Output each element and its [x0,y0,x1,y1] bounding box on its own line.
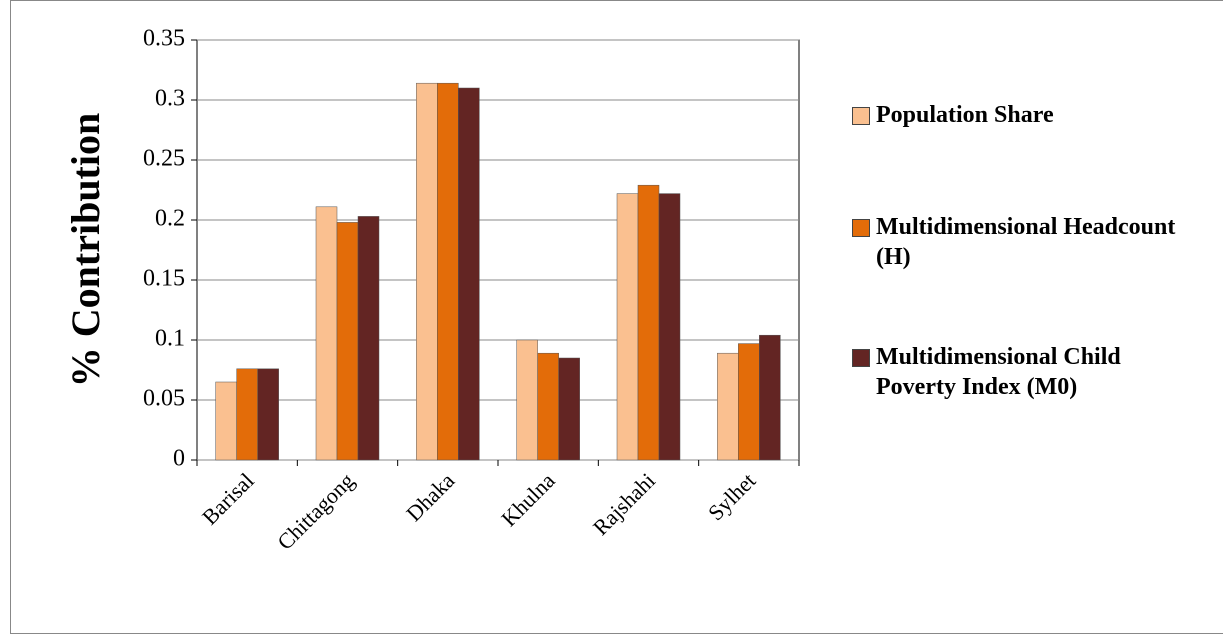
bar [637,184,660,461]
legend-swatch [852,107,870,125]
bar [658,193,681,461]
x-tick-label: Khulna [496,468,560,532]
bar [315,206,338,461]
bar [616,193,639,461]
legend-label: Population Share [876,102,1054,128]
y-tick-label: 0.15 [143,266,185,292]
bar [516,339,538,461]
y-tick-label: 0 [173,446,185,472]
x-tick-label: Sylhet [703,468,760,525]
y-tick-label: 0.05 [143,386,185,412]
bar [336,222,359,461]
legend-swatch [852,219,870,237]
plot-area [196,39,800,461]
y-tick-label: 0.25 [143,146,185,172]
bar [416,82,438,461]
bar [236,368,258,461]
chart-frame [10,0,1223,634]
legend-item: Multidimensional Headcount (H) [852,212,1212,272]
bar [717,352,739,461]
bar [458,87,480,461]
bar [537,352,559,461]
legend-item: Population Share [852,100,1212,130]
x-tick-label: Dhaka [401,468,459,526]
y-tick-label: 0.3 [155,86,185,112]
legend-item: Multidimensional Child Poverty Index (M0… [852,342,1212,402]
y-tick-label: 0.2 [155,206,185,232]
bar [437,82,459,461]
y-tick-label: 0.1 [155,326,185,352]
bar [759,334,781,461]
bar [215,381,237,461]
bar [357,216,380,461]
x-tick-label: Chittagong [272,468,359,555]
y-axis-label: % Contribution [63,113,108,388]
bar [558,357,580,461]
x-tick-label: Barisal [197,468,259,530]
x-tick-label: Rajshahi [588,468,660,540]
y-tick-label: 0.35 [143,26,185,52]
bar [257,368,279,461]
legend-label: Multidimensional Headcount (H) [876,214,1176,270]
legend-swatch [852,349,870,367]
legend-label: Multidimensional Child Poverty Index (M0… [876,344,1121,400]
bar [738,343,760,461]
